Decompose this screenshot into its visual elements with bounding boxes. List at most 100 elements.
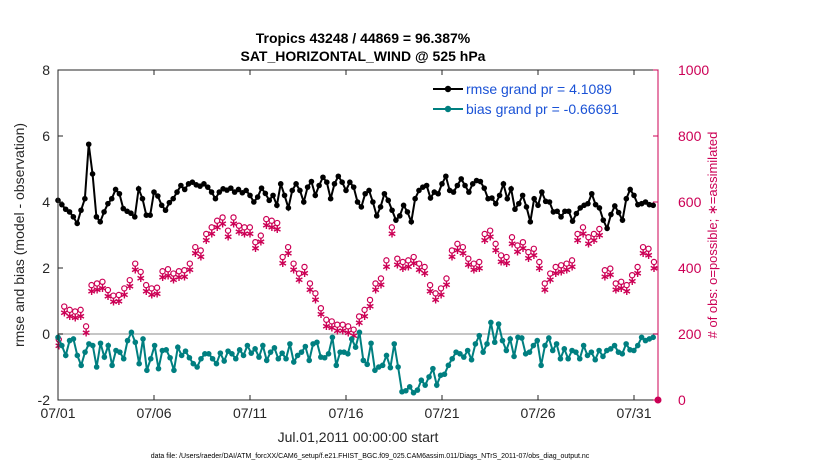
rmse-point bbox=[162, 207, 169, 214]
rmse-point bbox=[258, 185, 265, 191]
bias-point bbox=[576, 355, 583, 362]
bias-point bbox=[186, 354, 193, 361]
bias-point bbox=[561, 346, 568, 352]
bias-point bbox=[391, 341, 398, 347]
bias-point bbox=[596, 347, 602, 354]
bias-point bbox=[124, 337, 131, 344]
obs-possible-marker bbox=[459, 243, 467, 251]
bias-point bbox=[232, 355, 239, 362]
legend-bias-label: bias grand pr = -0.66691 bbox=[466, 101, 619, 117]
rmse-point bbox=[135, 186, 142, 192]
bias-point bbox=[348, 336, 355, 342]
obs-assimilated-marker: ∗ bbox=[398, 261, 408, 275]
rmse-point bbox=[66, 209, 73, 215]
rmse-point bbox=[293, 181, 299, 187]
obs-possible-marker bbox=[437, 285, 445, 292]
bias-point bbox=[101, 354, 108, 360]
obs-assimilated-marker: ∗ bbox=[97, 281, 107, 295]
rmse-point bbox=[251, 199, 257, 205]
obs-possible-marker bbox=[257, 232, 265, 239]
bias-point bbox=[271, 345, 278, 351]
rmse-point bbox=[592, 201, 599, 208]
bias-point bbox=[213, 360, 220, 367]
obs-possible-marker bbox=[82, 323, 90, 330]
obs-possible-marker bbox=[208, 224, 215, 231]
rmse-point bbox=[85, 141, 92, 148]
obs-possible-marker bbox=[71, 308, 79, 315]
obs-assimilated-marker: ∗ bbox=[512, 245, 522, 259]
bias-point bbox=[511, 353, 517, 360]
rmse-point bbox=[492, 200, 499, 207]
rmse-point bbox=[469, 181, 476, 187]
bias-point bbox=[117, 349, 123, 355]
rmse-point bbox=[316, 182, 322, 189]
obs-assimilated-marker: ∗ bbox=[136, 271, 146, 285]
obs-possible-marker bbox=[126, 276, 133, 284]
obs-possible-markers bbox=[55, 214, 658, 343]
rmse-point bbox=[105, 200, 111, 207]
y2-tick-label: 800 bbox=[678, 128, 702, 144]
bias-point bbox=[607, 346, 614, 352]
bias-point bbox=[252, 346, 258, 352]
obs-assimilated-marker: ∗ bbox=[562, 263, 572, 277]
rmse-point bbox=[370, 199, 376, 205]
obs-possible-marker bbox=[372, 280, 379, 287]
rmse-point bbox=[308, 178, 315, 185]
obs-possible-marker bbox=[405, 257, 412, 264]
bias-point bbox=[565, 355, 571, 362]
rmse-point bbox=[450, 189, 457, 195]
rmse-point bbox=[608, 211, 614, 218]
obs-assimilated-marker: ∗ bbox=[234, 225, 244, 239]
rmse-point bbox=[304, 184, 311, 190]
y2-tick-label: 400 bbox=[678, 260, 702, 276]
rmse-series bbox=[55, 141, 656, 232]
obs-possible-marker bbox=[132, 260, 139, 267]
bias-point bbox=[82, 349, 88, 355]
obs-possible-marker bbox=[377, 275, 385, 282]
obs-possible-marker bbox=[295, 270, 303, 277]
obs-possible-marker bbox=[164, 266, 172, 273]
bias-point bbox=[422, 382, 428, 388]
rmse-point bbox=[535, 202, 541, 209]
bias-point bbox=[229, 351, 235, 357]
obs-assimilated-marker: ∗ bbox=[289, 263, 299, 277]
rmse-point bbox=[362, 190, 369, 197]
rmse-point bbox=[327, 195, 334, 202]
obs-assimilated-marker: ∗ bbox=[436, 287, 446, 301]
obs-assimilated-marker: ∗ bbox=[327, 320, 337, 334]
bias-point bbox=[163, 347, 170, 353]
obs-possible-marker bbox=[344, 323, 352, 330]
rmse-point bbox=[243, 187, 249, 194]
obs-assimilated-marker: ∗ bbox=[480, 233, 490, 247]
bias-point bbox=[449, 355, 456, 362]
y-tick-label: -2 bbox=[38, 392, 51, 408]
y-axis-right: 0 200 400 600 800 1000 bbox=[653, 62, 709, 408]
bias-point bbox=[441, 371, 448, 378]
bias-point bbox=[418, 377, 425, 384]
obs-assimilated-marker: ∗ bbox=[627, 274, 637, 288]
bias-point bbox=[333, 362, 340, 369]
obs-assimilated-marker: ∗ bbox=[491, 243, 501, 257]
y2-tick-label: 600 bbox=[678, 194, 702, 210]
obs-assimilated-marker: ∗ bbox=[425, 284, 435, 298]
bias-point bbox=[530, 342, 537, 349]
bias-point bbox=[70, 336, 77, 342]
obs-possible-marker bbox=[519, 238, 527, 246]
obs-possible-marker bbox=[350, 326, 357, 333]
obs-possible-marker bbox=[525, 248, 532, 256]
obs-assimilated-marker: ∗ bbox=[452, 243, 462, 257]
bias-point bbox=[329, 334, 336, 341]
obs-possible-marker bbox=[415, 260, 423, 267]
rmse-point bbox=[74, 220, 80, 227]
obs-assimilated-marker: ∗ bbox=[261, 218, 271, 232]
obs-assimilated-marker: ∗ bbox=[469, 263, 479, 277]
bias-point bbox=[383, 352, 390, 359]
legend-box bbox=[427, 77, 649, 123]
obs-possible-marker bbox=[443, 275, 450, 282]
obs-assimilated-marker: ∗ bbox=[92, 282, 102, 296]
bias-point bbox=[480, 349, 486, 355]
obs-assimilated-marker: ∗ bbox=[125, 279, 135, 293]
bias-point bbox=[302, 343, 309, 350]
bias-point bbox=[634, 342, 641, 349]
obs-assimilated-marker: ∗ bbox=[294, 273, 304, 287]
